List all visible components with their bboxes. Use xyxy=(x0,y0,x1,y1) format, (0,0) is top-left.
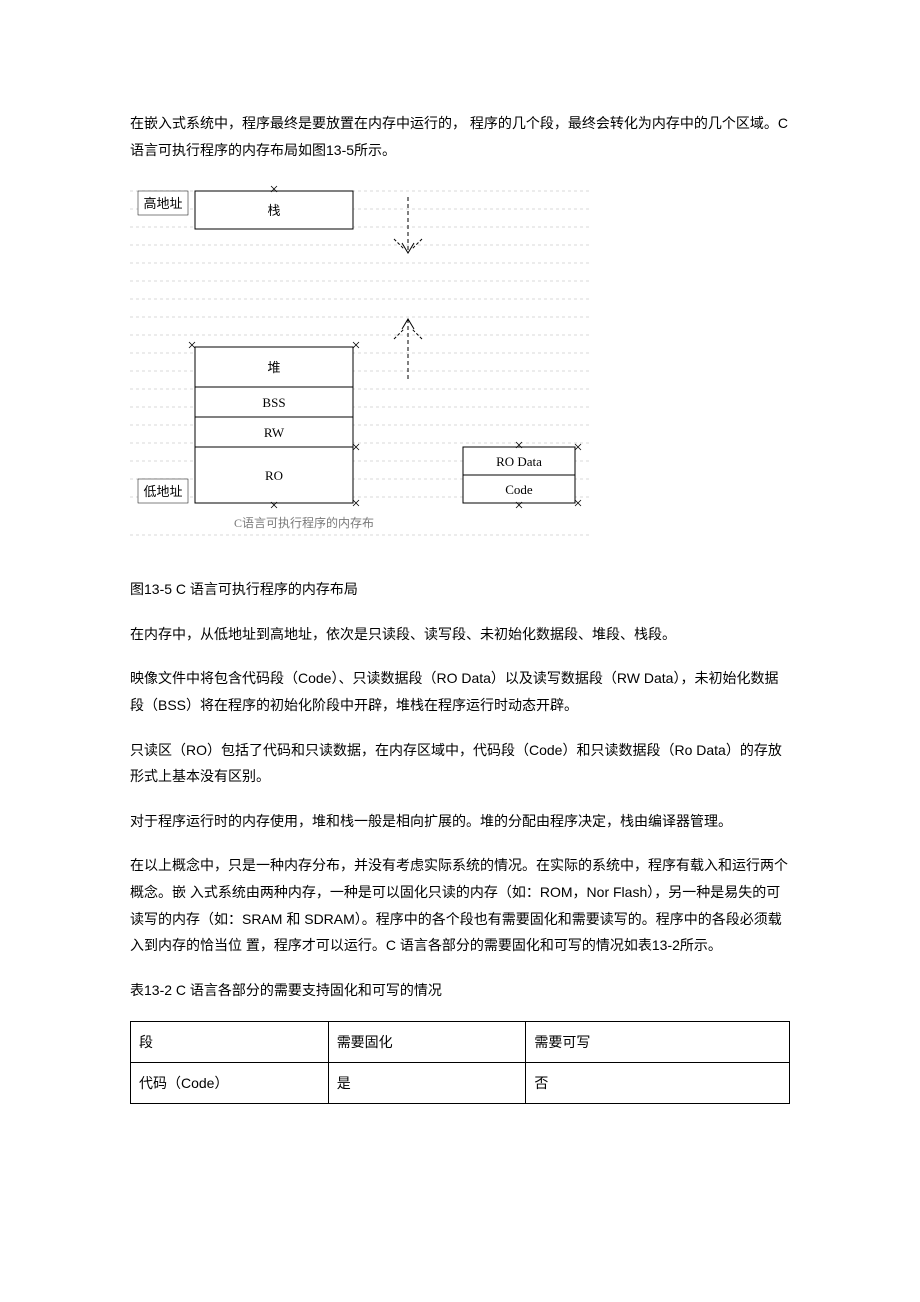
intro-paragraph: 在嵌入式系统中，程序最终是要放置在内存中运行的， 程序的几个段，最终会转化为内存… xyxy=(130,110,790,163)
paragraph-3: 映像文件中将包含代码段（Code）、只读数据段（RO Data）以及读写数据段（… xyxy=(130,665,790,718)
svg-text:RO Data: RO Data xyxy=(496,454,542,469)
svg-text:栈: 栈 xyxy=(267,203,280,218)
svg-text:堆: 堆 xyxy=(267,360,280,375)
svg-text:BSS: BSS xyxy=(262,395,285,410)
figure-caption: 图13-5 C 语言可执行程序的内存布局 xyxy=(130,576,790,603)
table-cell: 代码（Code） xyxy=(131,1063,329,1104)
paragraph-4: 只读区（RO）包括了代码和只读数据，在内存区域中，代码段（Code）和只读数据段… xyxy=(130,737,790,790)
paragraph-6: 在以上概念中，只是一种内存分布，并没有考虑实际系统的情况。在实际的系统中，程序有… xyxy=(130,852,790,958)
paragraph-5: 对于程序运行时的内存使用，堆和栈一般是相向扩展的。堆的分配由程序决定，栈由编译器… xyxy=(130,808,790,835)
table-row: 代码（Code） 是 否 xyxy=(131,1063,790,1104)
table-header-row: 段 需要固化 需要可写 xyxy=(131,1022,790,1063)
table-header-cell: 段 xyxy=(131,1022,329,1063)
svg-text:Code: Code xyxy=(505,482,533,497)
table-caption: 表13-2 C 语言各部分的需要支持固化和可写的情况 xyxy=(130,977,790,1004)
paragraph-2: 在内存中，从低地址到高地址，依次是只读段、读写段、未初始化数据段、堆段、栈段。 xyxy=(130,621,790,648)
memory-layout-svg: 高地址低地址 栈堆 BSS RW RO RO Data Code C语言可执行程序的内存布 xyxy=(130,181,590,551)
table-cell: 是 xyxy=(328,1063,526,1104)
svg-text:高地址: 高地址 xyxy=(143,196,182,211)
svg-text:RO: RO xyxy=(265,468,283,483)
svg-text:RW: RW xyxy=(264,425,285,440)
memory-layout-figure: 高地址低地址 栈堆 BSS RW RO RO Data Code C语言可执行程序的内存布 xyxy=(130,181,590,556)
table-header-cell: 需要可写 xyxy=(526,1022,790,1063)
table-header-cell: 需要固化 xyxy=(328,1022,526,1063)
table-cell: 否 xyxy=(526,1063,790,1104)
svg-text:低地址: 低地址 xyxy=(143,484,182,499)
segments-table: 段 需要固化 需要可写 代码（Code） 是 否 xyxy=(130,1021,790,1104)
svg-text:C语言可执行程序的内存布: C语言可执行程序的内存布 xyxy=(234,515,374,530)
